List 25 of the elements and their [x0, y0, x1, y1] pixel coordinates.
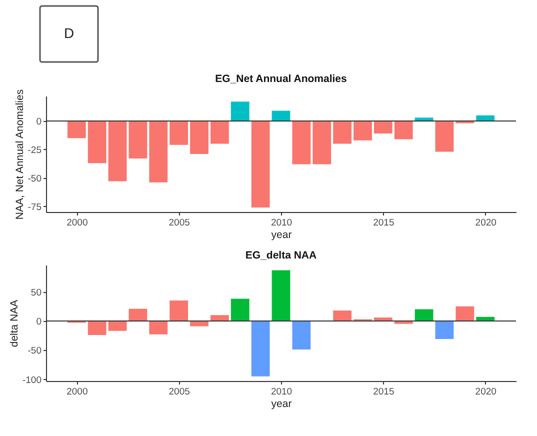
y-tick-label: -25 [28, 144, 42, 156]
y-tick-label: 0 [36, 316, 42, 328]
x-tick-label: 2005 [168, 386, 190, 398]
y-axis-title: delta NAA [8, 300, 20, 348]
x-tick-label: 2010 [270, 218, 292, 228]
x-tick-label: 2015 [373, 218, 394, 228]
text: D [64, 25, 74, 41]
y-tick-label: 0 [36, 116, 42, 128]
y-tick-label: 50 [30, 287, 42, 298]
chart-title: EG_Net Annual Anomalies [215, 72, 347, 85]
x-axis-title: year [271, 398, 292, 410]
x-tick-label: 2000 [66, 386, 88, 398]
x-tick-label: 2015 [373, 386, 394, 398]
chart-title: EG_delta NAA [245, 250, 318, 262]
x-axis-title: year [271, 229, 292, 241]
y-axis-title: NAA, Net Annual Anomalies [14, 89, 26, 220]
x-tick-label: 2010 [270, 386, 292, 398]
x-tick-label: 2000 [66, 218, 88, 228]
y-tick-label: -50 [28, 173, 42, 184]
y-tick-label: -100 [22, 374, 42, 386]
x-tick-label: 2020 [475, 386, 496, 398]
x-tick-label: 2020 [475, 218, 496, 228]
y-tick-label: -75 [28, 202, 42, 213]
y-tick-label: -50 [28, 346, 42, 357]
x-tick-label: 2005 [168, 218, 190, 228]
